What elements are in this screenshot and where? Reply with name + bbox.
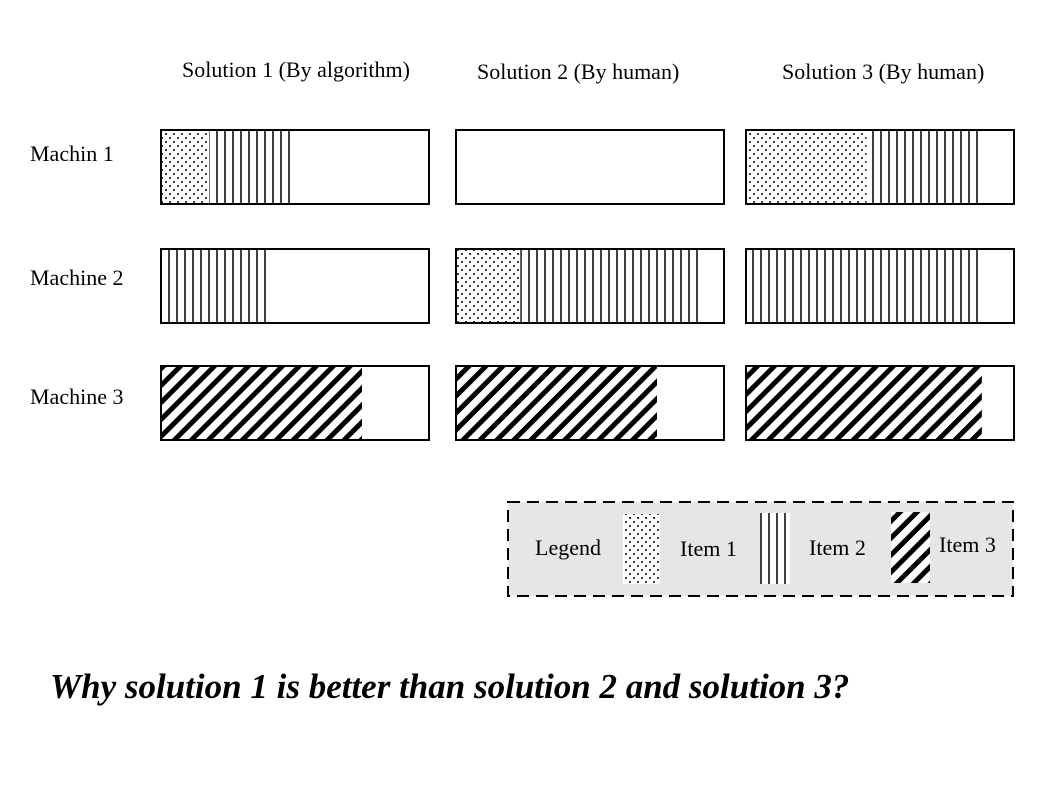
row-label-machine-3: Machine 3 (30, 384, 123, 409)
machine-bar-outline (455, 129, 725, 205)
legend: Legend Item 1 Item 2 Item 3 (507, 501, 1014, 597)
legend-label-item-1: Item 1 (680, 536, 737, 561)
machine-bar-outline (745, 129, 1015, 205)
segment-item-2-r1-s1 (209, 130, 293, 204)
machine-bar-outline (160, 365, 430, 441)
question-text: Why solution 1 is better than solution 2… (50, 667, 849, 706)
row-label-machine-1: Machin 1 (30, 141, 114, 166)
assignment-bars (160, 129, 1015, 441)
segment-item-2-r2-s3 (746, 249, 982, 323)
machine-bar-outline (160, 129, 430, 205)
segment-item-2-r2-s2 (520, 249, 700, 323)
legend-label-item-3: Item 3 (939, 532, 996, 557)
legend-swatch-item-3 (891, 512, 930, 583)
column-header-solution-2: Solution 2 (By human) (477, 59, 679, 84)
machine-bar-outline (745, 365, 1015, 441)
machine-bar-outline (455, 365, 725, 441)
legend-title: Legend (535, 535, 601, 560)
segment-item-3-r3-s1 (161, 366, 362, 440)
column-header-solution-3: Solution 3 (By human) (782, 59, 984, 84)
row-label-machine-2: Machine 2 (30, 265, 123, 290)
segment-item-1-r1-s3 (746, 130, 867, 204)
legend-label-item-2: Item 2 (809, 535, 866, 560)
machine-bar-r1-s2 (456, 130, 724, 204)
legend-swatch-item-1 (623, 514, 660, 584)
segment-item-3-r3-s2 (456, 366, 657, 440)
column-header-solution-1: Solution 1 (By algorithm) (182, 57, 410, 82)
segment-item-3-r3-s3 (746, 366, 982, 440)
segment-item-1-r1-s1 (161, 130, 210, 204)
machine-bar-outline (160, 248, 430, 324)
machine-bar-outline (745, 248, 1015, 324)
legend-swatch-item-2 (760, 513, 790, 584)
machine-bar-outline (455, 248, 725, 324)
segment-item-2-r2-s1 (161, 249, 271, 323)
segment-item-1-r2-s2 (456, 249, 521, 323)
segment-item-2-r1-s3 (866, 130, 980, 204)
